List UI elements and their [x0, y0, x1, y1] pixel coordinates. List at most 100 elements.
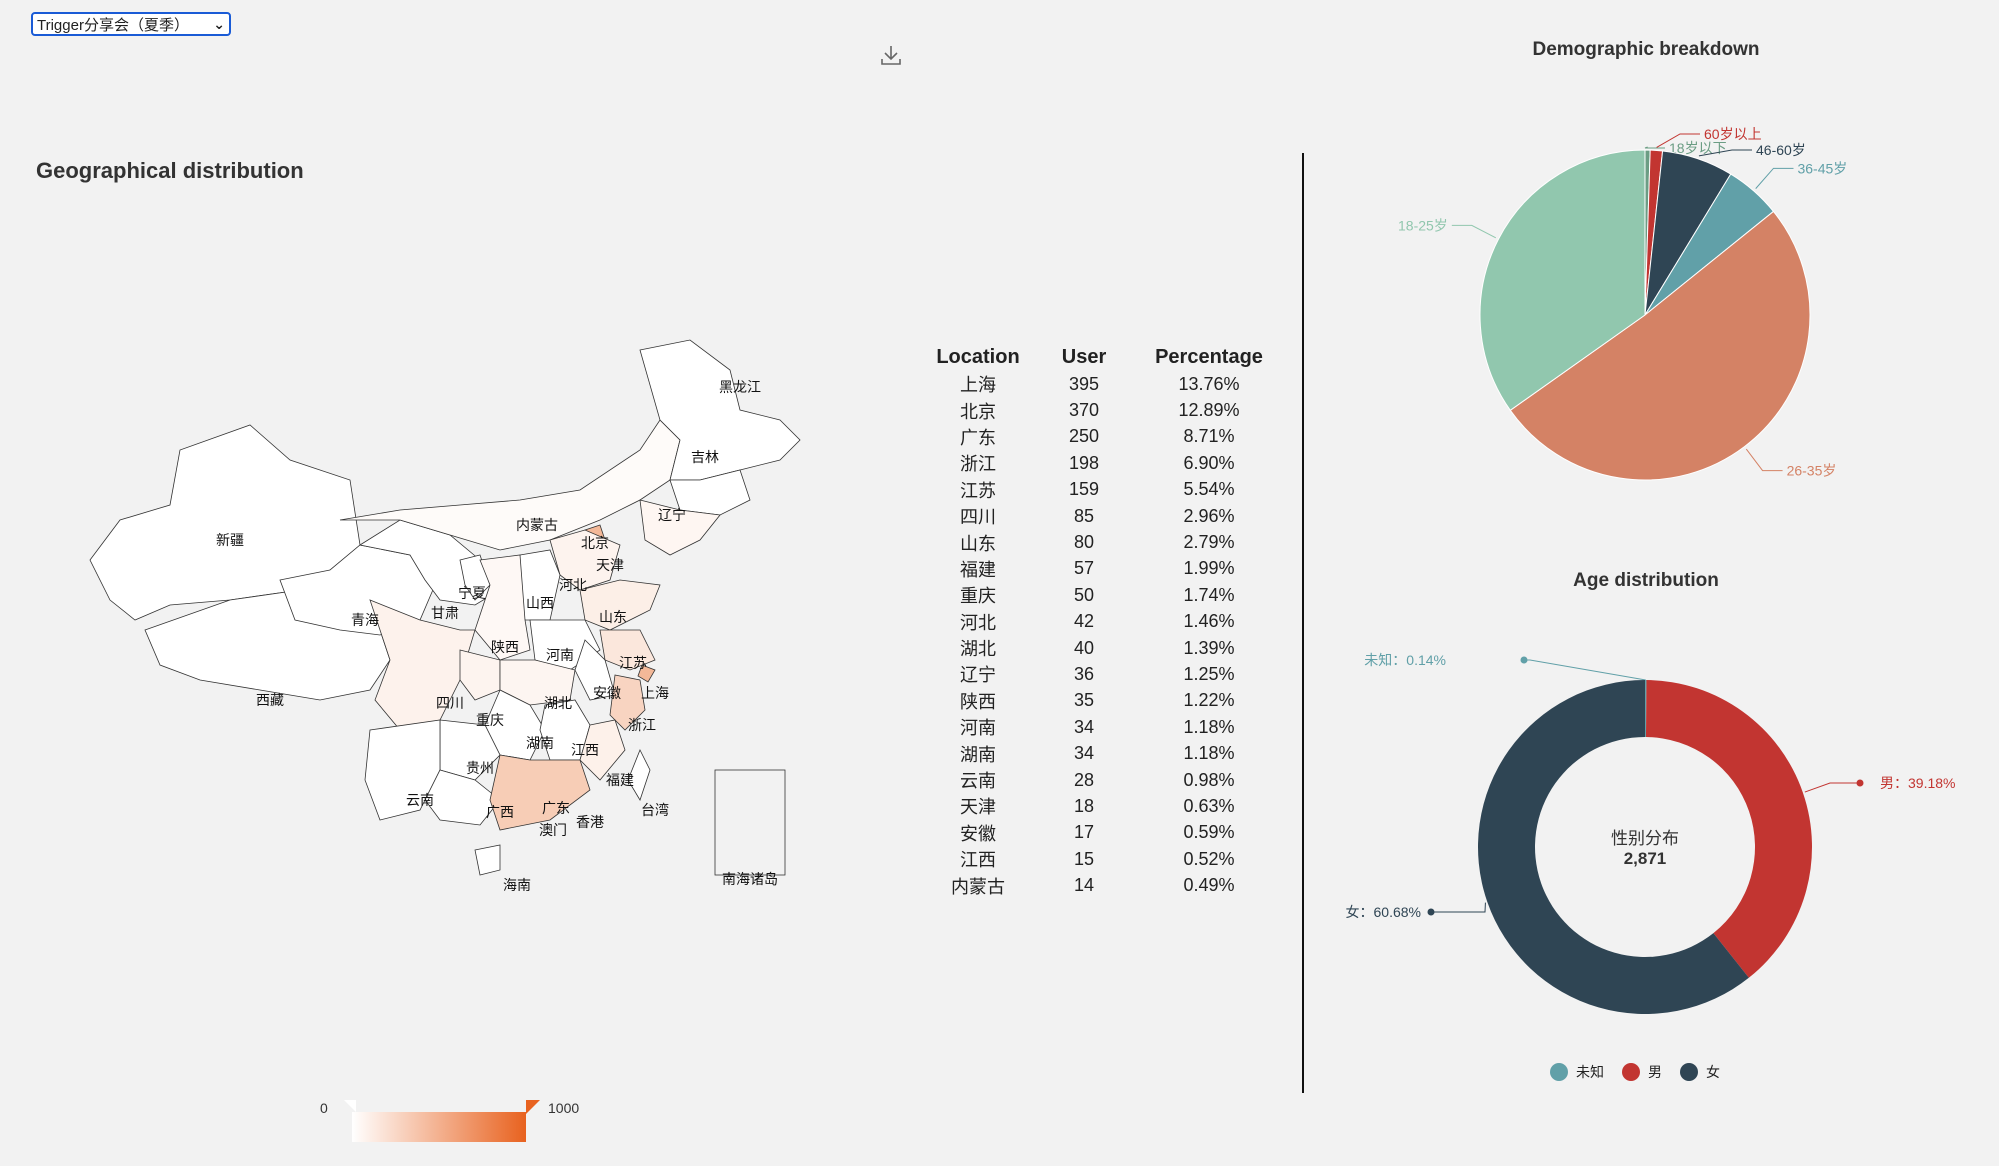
legend-label: 女	[1706, 1064, 1720, 1080]
table-row: 山东 80 2.79%	[922, 529, 1284, 555]
cell-location: 辽宁	[960, 665, 996, 686]
table-row: 湖南 34 1.18%	[922, 740, 1284, 766]
cell-user: 28	[1073, 769, 1095, 790]
legend-item[interactable]: 女	[1680, 1062, 1720, 1082]
pie-label-line	[1656, 133, 1700, 148]
map-label: 陕西	[491, 639, 519, 655]
cell-location: 重庆	[960, 586, 996, 607]
map-label: 河南	[546, 647, 574, 663]
map-label: 黑龙江	[719, 379, 761, 395]
region-guangdong	[489, 754, 591, 831]
header-user: User	[1061, 346, 1107, 368]
table-row: 四川 85 2.96%	[922, 503, 1284, 529]
cell-location: 河南	[960, 718, 996, 739]
visual-map-bar[interactable]	[352, 1112, 526, 1142]
region-guangxi	[424, 769, 501, 826]
pie-slice[interactable]	[1509, 210, 1811, 481]
cell-percentage: 1.18%	[1183, 716, 1235, 737]
map-label: 重庆	[476, 712, 504, 728]
cell-percentage: 0.63%	[1183, 795, 1235, 816]
cell-percentage: 0.52%	[1183, 848, 1235, 869]
table-row: 北京 370 12.89%	[922, 397, 1284, 423]
cell-user: 370	[1068, 400, 1100, 421]
cell-percentage: 1.18%	[1183, 743, 1235, 764]
map-label: 宁夏	[458, 585, 486, 601]
cell-location: 北京	[960, 401, 996, 422]
cell-user: 198	[1068, 452, 1100, 473]
cell-location: 湖北	[960, 639, 996, 660]
pie-label-line	[1644, 146, 1665, 149]
cell-percentage: 6.90%	[1183, 452, 1235, 473]
legend-item[interactable]: 男	[1622, 1062, 1662, 1082]
pie-slice[interactable]	[1479, 149, 1646, 411]
cell-percentage: 1.46%	[1183, 611, 1235, 632]
visual-map-max: 1000	[548, 1100, 580, 1116]
cell-user: 14	[1073, 875, 1095, 896]
map-label: 湖北	[544, 695, 572, 711]
cell-user: 36	[1073, 663, 1095, 684]
map-label: 海南	[503, 877, 531, 893]
cell-location: 云南	[960, 771, 996, 792]
visual-map-handle-min[interactable]	[344, 1100, 356, 1112]
cell-user: 395	[1068, 373, 1100, 394]
map-label: 辽宁	[658, 507, 686, 523]
table-row: 广东 250 8.71%	[922, 424, 1284, 450]
cell-user: 159	[1068, 479, 1100, 500]
map-label: 福建	[606, 772, 634, 788]
donut-slice-label: 未知：0.14%	[1364, 652, 1446, 668]
event-select[interactable]: Trigger分享会（夏季） ⌄	[31, 12, 231, 36]
table-row: 福建 57 1.99%	[922, 556, 1284, 582]
donut-slice[interactable]	[1645, 680, 1647, 738]
table-row: 云南 28 0.98%	[922, 767, 1284, 793]
pie-slice-label: 46-60岁	[1756, 142, 1806, 158]
donut-legend: 未知 男 女	[1550, 1062, 1720, 1082]
map-label: 云南	[406, 792, 434, 808]
cell-percentage: 5.54%	[1183, 479, 1235, 500]
pie-label-line	[1755, 167, 1794, 189]
cell-user: 57	[1073, 558, 1095, 579]
pie-label-line	[1451, 224, 1497, 239]
map-label: 山东	[599, 609, 627, 625]
table-header-row: Location User Percentage	[922, 346, 1284, 371]
table-row: 河南 34 1.18%	[922, 714, 1284, 740]
donut-slice[interactable]	[1645, 680, 1812, 978]
table-row: 陕西 35 1.22%	[922, 688, 1284, 714]
event-select-value: Trigger分享会（夏季）	[37, 16, 189, 34]
cell-user: 80	[1073, 532, 1095, 553]
map-label: 浙江	[628, 717, 656, 733]
download-icon[interactable]	[880, 44, 902, 66]
table-row: 天津 18 0.63%	[922, 793, 1284, 819]
cell-location: 湖南	[960, 744, 996, 765]
cell-percentage: 1.74%	[1183, 584, 1235, 605]
region-zhejiang	[609, 674, 646, 731]
demographic-title: Demographic breakdown	[1532, 39, 1760, 60]
region-hainan	[474, 844, 501, 876]
legend-item[interactable]: 未知	[1550, 1062, 1604, 1082]
map-label: 新疆	[216, 532, 244, 548]
cell-percentage: 13.76%	[1178, 373, 1240, 394]
donut-label-dot	[1520, 656, 1528, 664]
region-sichuan	[369, 599, 476, 731]
legend-swatch	[1680, 1063, 1698, 1081]
cell-location: 天津	[960, 797, 996, 818]
cell-percentage: 1.39%	[1183, 637, 1235, 658]
cell-percentage: 0.59%	[1183, 822, 1235, 843]
region-taiwan	[627, 749, 651, 801]
map-label: 吉林	[691, 449, 719, 465]
table-row: 湖北 40 1.39%	[922, 635, 1284, 661]
age-title: Age distribution	[1573, 570, 1719, 591]
chevron-down-icon: ⌄	[213, 15, 225, 32]
legend-swatch	[1550, 1063, 1568, 1081]
donut-slice[interactable]	[1478, 680, 1749, 1014]
visual-map-handle-max[interactable]	[526, 1100, 540, 1114]
donut-slice-label: 男：39.18%	[1880, 775, 1955, 791]
region-anhui	[574, 639, 616, 701]
map-label: 河北	[559, 577, 587, 593]
cell-user: 42	[1073, 611, 1095, 632]
cell-user: 35	[1073, 690, 1095, 711]
location-table: Location User Percentage 上海 395 13.76% 北京 37…	[922, 346, 1284, 899]
pie-slice-label: 26-35岁	[1787, 463, 1837, 479]
